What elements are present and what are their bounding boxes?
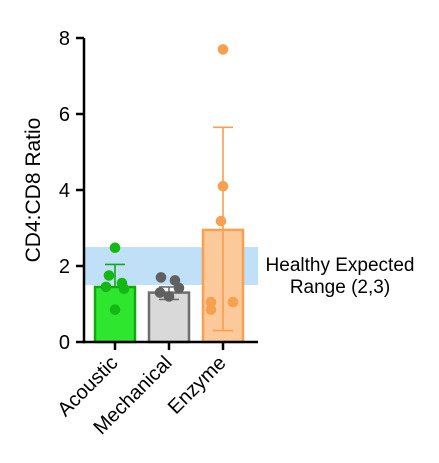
y-ticks: 0 2 4 6 8 (59, 28, 84, 354)
y-tick-label: 8 (59, 28, 70, 50)
data-point (118, 283, 130, 295)
data-point (109, 242, 121, 254)
data-point (205, 296, 217, 308)
data-point (154, 287, 166, 298)
data-point (217, 180, 229, 192)
data-point (155, 272, 167, 283)
data-point (109, 304, 121, 316)
data-point (100, 281, 112, 293)
y-tick-label: 4 (59, 180, 70, 202)
y-tick-label: 0 (59, 332, 70, 354)
points-layer (100, 44, 239, 316)
reference-band-label-line-1: Healthy Expected (266, 255, 415, 276)
y-axis-label: CD4:CD8 Ratio (22, 118, 45, 263)
reference-band-label-line-2: Range (2,3) (290, 277, 390, 298)
y-tick-label: 6 (59, 104, 70, 126)
data-point (215, 215, 227, 227)
data-point (173, 282, 185, 294)
data-point (217, 44, 229, 55)
data-point (227, 296, 239, 308)
data-point (163, 291, 175, 302)
x-tick-label-enzyme: Enzyme (164, 352, 231, 419)
y-tick-label: 2 (59, 256, 70, 278)
data-point (205, 304, 217, 316)
data-point (103, 270, 115, 281)
